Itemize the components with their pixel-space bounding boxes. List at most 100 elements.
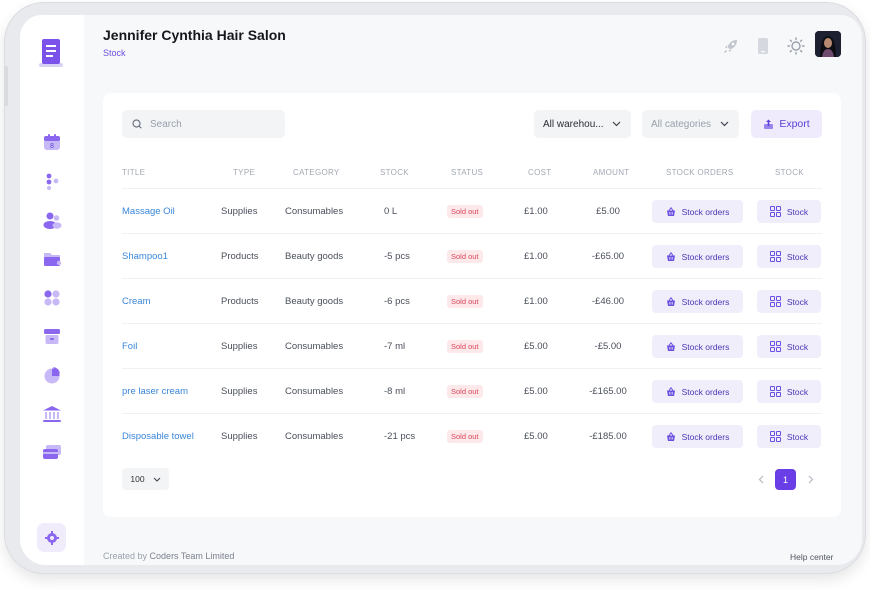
sidebar-item-clients[interactable] — [40, 208, 64, 232]
theme-toggle[interactable] — [783, 33, 809, 59]
calendar-day: 8 — [50, 143, 54, 150]
stock-button[interactable]: Stock — [757, 290, 821, 313]
table-row[interactable]: Massage Oil Supplies Consumables 0 L Sold ou… — [122, 188, 822, 234]
col-header-cost[interactable]: COST — [528, 168, 552, 177]
cell-category: Consumables — [285, 431, 344, 442]
page-number-current[interactable]: 1 — [775, 469, 796, 490]
footer-company[interactable]: Coders Team Limited — [149, 551, 235, 561]
col-header-title[interactable]: TITLE — [122, 168, 146, 177]
user-avatar[interactable] — [815, 31, 841, 57]
stock-orders-button[interactable]: Stock orders — [652, 245, 743, 268]
cell-cost: £1.00 — [524, 206, 548, 217]
cell-title[interactable]: Shampoo1 — [122, 251, 168, 262]
stock-button[interactable]: Stock — [757, 335, 821, 358]
app-logo[interactable] — [37, 37, 65, 69]
cell-title[interactable]: Disposable towel — [122, 431, 194, 442]
cell-title[interactable]: Massage Oil — [122, 206, 175, 217]
stock-button[interactable]: Stock — [757, 380, 821, 403]
sidebar-item-bank[interactable] — [40, 402, 64, 426]
cell-title[interactable]: Foil — [122, 341, 138, 352]
cell-cost: £5.00 — [524, 386, 548, 397]
next-page-button[interactable] — [803, 469, 819, 490]
col-header-stock-orders[interactable]: STOCK ORDERS — [666, 168, 734, 177]
search-icon — [132, 119, 142, 129]
basket-icon — [666, 386, 675, 396]
col-header-status[interactable]: STATUS — [451, 168, 484, 177]
sidebar-item-reports[interactable] — [40, 363, 64, 387]
export-icon — [764, 119, 774, 129]
stock-button[interactable]: Stock — [757, 245, 821, 268]
stock-orders-button[interactable]: Stock orders — [652, 335, 743, 358]
prev-page-button[interactable] — [753, 469, 769, 490]
phone-icon — [758, 38, 768, 54]
sidebar-item-store[interactable] — [40, 324, 64, 348]
reports-pie-icon — [44, 367, 60, 384]
col-header-stock-action[interactable]: STOCK — [775, 168, 804, 177]
col-header-category[interactable]: CATEGORY — [293, 168, 340, 177]
stock-orders-button[interactable]: Stock orders — [652, 425, 743, 448]
chevron-down-icon — [153, 477, 160, 482]
stock-button[interactable]: Stock — [757, 425, 821, 448]
stock-orders-button[interactable]: Stock orders — [652, 200, 743, 223]
stock-card: All warehou... All categories Export — [103, 93, 841, 517]
cell-title[interactable]: Cream — [122, 296, 151, 307]
search-box[interactable] — [122, 110, 285, 138]
stock-orders-button[interactable]: Stock orders — [652, 380, 743, 403]
rocket-button[interactable] — [718, 33, 744, 59]
chevron-down-icon — [612, 121, 621, 127]
settings-button[interactable] — [37, 523, 66, 552]
cell-type: Supplies — [221, 386, 258, 397]
sidebar: 8 — [20, 15, 84, 565]
status-badge: Sold out — [447, 385, 483, 398]
table-row[interactable]: Cream Products Beauty goods -6 pcs Sold out £… — [122, 278, 822, 324]
table-row[interactable]: Foil Supplies Consumables -7 ml Sold out £5.0… — [122, 323, 822, 369]
col-header-amount[interactable]: AMOUNT — [593, 168, 630, 177]
boxes-icon — [769, 341, 781, 352]
chevron-down-icon — [720, 121, 729, 127]
stock-orders-label: Stock orders — [681, 431, 730, 442]
table-row[interactable]: Shampoo1 Products Beauty goods -5 pcs Sold o… — [122, 233, 822, 279]
cell-amount: £5.00 — [596, 206, 620, 217]
export-label: Export — [779, 118, 810, 130]
cell-stock: -5 pcs — [384, 251, 410, 262]
cell-cost: £1.00 — [524, 251, 548, 262]
sidebar-item-apps[interactable] — [40, 286, 64, 310]
status-badge: Sold out — [447, 340, 483, 353]
footer-created-by: Created by — [103, 551, 148, 561]
cell-title[interactable]: pre laser cream — [122, 386, 188, 397]
basket-icon — [666, 206, 675, 216]
stock-orders-label: Stock orders — [681, 206, 730, 217]
stock-button[interactable]: Stock — [757, 200, 821, 223]
cell-category: Consumables — [285, 341, 344, 352]
stock-orders-button[interactable]: Stock orders — [652, 290, 743, 313]
col-header-stock[interactable]: STOCK — [380, 168, 409, 177]
sun-icon — [787, 37, 805, 55]
warehouse-select[interactable]: All warehou... — [534, 110, 631, 138]
help-center-link[interactable]: Help center — [790, 552, 834, 562]
sidebar-item-folder[interactable] — [40, 247, 64, 271]
category-select[interactable]: All categories — [642, 110, 739, 138]
cell-category: Beauty goods — [285, 251, 344, 262]
stock-button-label: Stock — [786, 296, 809, 307]
sidebar-item-payments[interactable] — [40, 440, 64, 464]
chevron-right-icon — [808, 475, 814, 484]
device-button[interactable] — [750, 33, 776, 59]
page-size-select[interactable]: 100 — [122, 468, 169, 490]
stock-orders-label: Stock orders — [681, 341, 730, 352]
boxes-icon — [769, 251, 781, 262]
cell-stock: -6 pcs — [384, 296, 410, 307]
stock-orders-label: Stock orders — [681, 296, 730, 307]
export-button[interactable]: Export — [751, 110, 822, 138]
status-badge: Sold out — [447, 295, 483, 308]
app-screen: 8 — [20, 15, 862, 565]
sidebar-item-services[interactable] — [40, 169, 64, 193]
bank-icon — [43, 406, 61, 422]
sidebar-item-calendar[interactable]: 8 — [40, 130, 64, 154]
table-row[interactable]: pre laser cream Supplies Consumables -8 ml S… — [122, 368, 822, 414]
col-header-type[interactable]: TYPE — [233, 168, 256, 177]
payments-card-icon — [43, 445, 61, 459]
breadcrumb[interactable]: Stock — [103, 48, 126, 58]
cell-stock: 0 L — [384, 206, 398, 217]
table-row[interactable]: Disposable towel Supplies Consumables -21 p… — [122, 413, 822, 459]
search-input[interactable] — [148, 117, 272, 131]
